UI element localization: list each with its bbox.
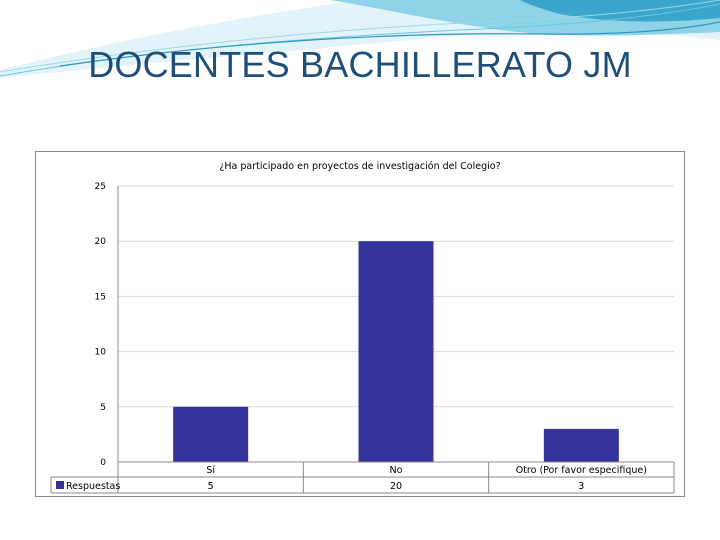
x-category-label: Otro (Por favor especifique) [516,465,647,476]
data-table-value: 5 [208,481,214,492]
y-tick-label: 5 [100,403,106,413]
wave-line-3 [59,21,720,67]
bar-chart: ¿Ha participado en proyectos de investig… [50,161,675,494]
y-tick-label: 20 [95,237,107,247]
wave-line-2 [0,0,720,73]
slide-title: DOCENTES BACHILLERATO JM [88,44,632,85]
chart-title: ¿Ha participado en proyectos de investig… [219,161,500,172]
x-category-label: Sí [206,465,215,476]
y-tick-label: 0 [100,458,106,468]
legend-series-name: Respuestas [66,481,120,492]
bars [173,241,619,462]
header-wave-decoration [0,0,720,78]
bar [543,428,619,462]
y-tick-label: 15 [95,292,106,302]
bar [173,406,249,462]
chart-frame: ¿Ha participado en proyectos de investig… [35,151,685,497]
y-tick-label: 10 [95,348,107,358]
bar [358,241,434,462]
wave-dark [520,0,720,22]
data-table: Sí 5 No 20 Otro (Por favor especifique) 3 Resp… [50,461,675,494]
x-category-label: No [390,465,403,476]
data-table-value: 3 [578,481,584,492]
y-axis-ticks: 0 5 10 15 20 25 [95,182,107,468]
legend-swatch [56,481,64,489]
y-tick-label: 25 [95,182,106,192]
data-table-value: 20 [390,481,402,492]
